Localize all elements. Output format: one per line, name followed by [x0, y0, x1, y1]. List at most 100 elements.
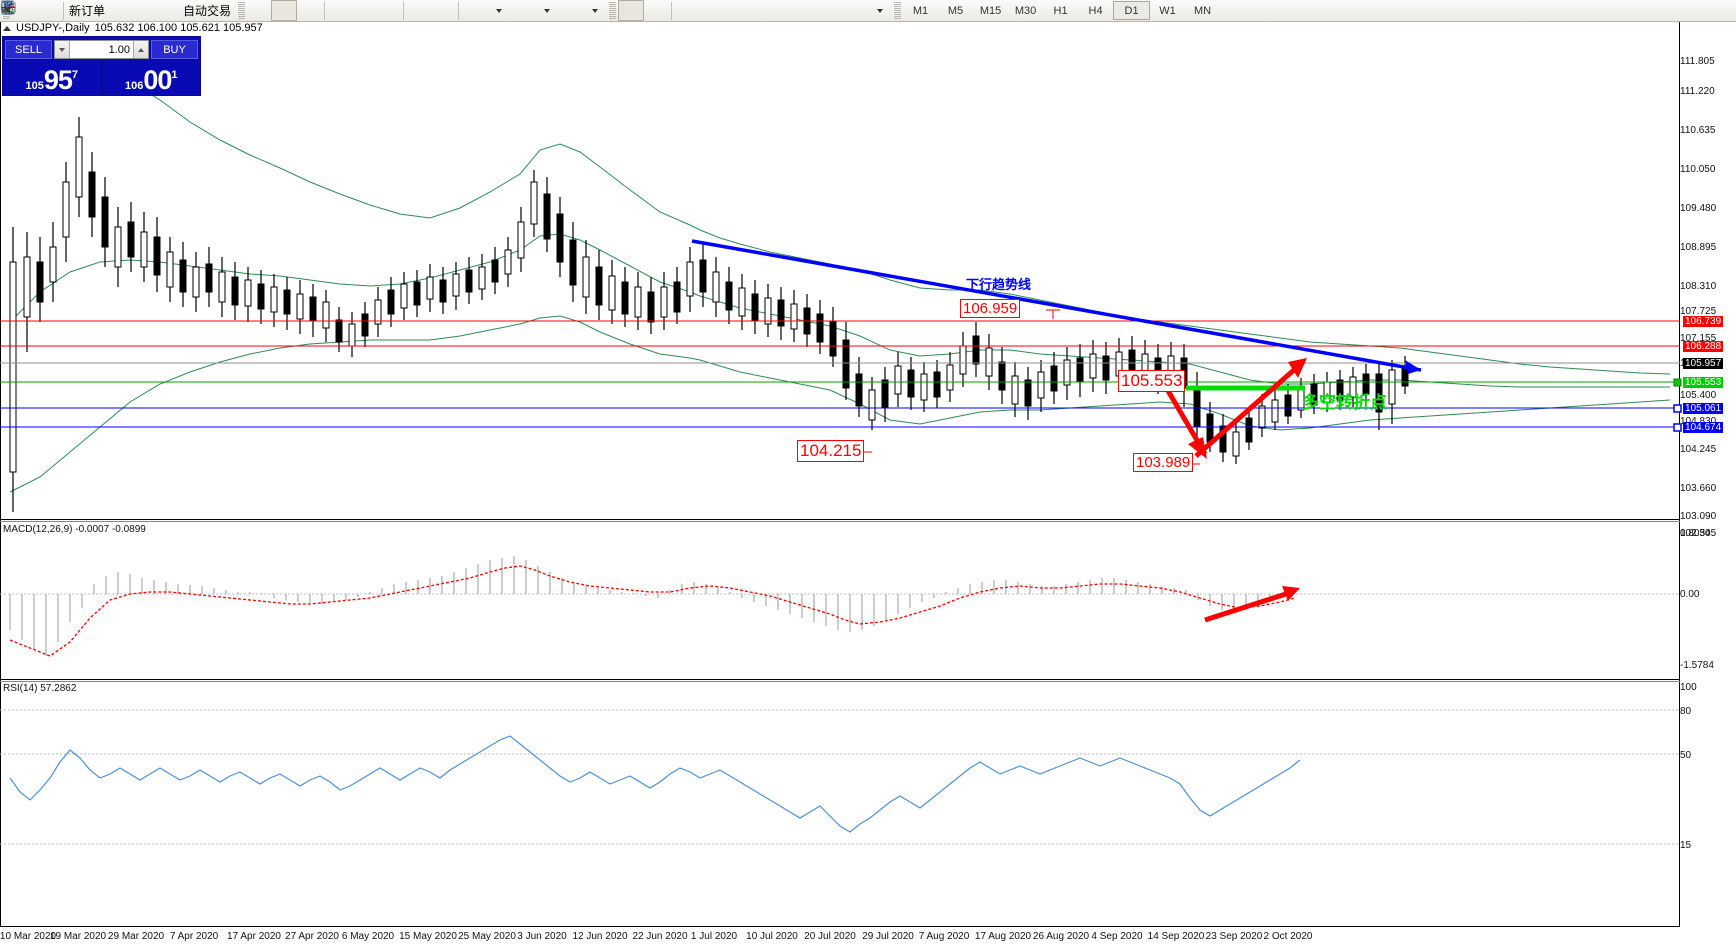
equidistant-channel-icon[interactable]: E	[1, 1, 771, 20]
toolbar-grip-4[interactable]	[893, 2, 902, 19]
blue-level-marker-1	[1673, 404, 1682, 413]
mql5-community-icon[interactable]	[0, 1, 133, 20]
tile-windows-icon[interactable]	[2, 1, 400, 20]
tag-bracket-106959	[1046, 309, 1054, 319]
period-clock-icon[interactable]	[1, 1, 534, 20]
sell-price[interactable]: 105 95 7	[3, 60, 103, 95]
text-label-icon[interactable]: T	[2, 1, 843, 20]
rsi-pane-separator	[0, 679, 1736, 680]
macd-pane-separator	[0, 519, 1736, 520]
timeframe-h4[interactable]: H4	[1088, 4, 1103, 17]
templates-dropdown-icon[interactable]	[582, 1, 606, 20]
toolbar-grip-2[interactable]	[237, 2, 246, 19]
rsi-tick: 50	[1680, 750, 1692, 761]
date-axis[interactable]: 10 Mar 2020 19 Mar 2020 29 Mar 2020 7 Ap…	[0, 926, 1680, 947]
price-tick: 111.805	[1680, 56, 1715, 67]
timeframe-mn[interactable]: MN	[1193, 4, 1212, 17]
bollinger-lower-band	[9, 315, 1671, 493]
new-order-button[interactable]: 新订单	[1, 0, 109, 20]
candlestick-chart-icon[interactable]	[3, 0, 298, 21]
rsi-tick: 100	[1680, 682, 1697, 693]
macd-canvas	[0, 556, 1680, 657]
volume-value[interactable]: 1.00	[108, 43, 130, 56]
trendline-icon[interactable]	[2, 1, 747, 20]
toolbar-separator	[63, 1, 64, 20]
auto-trading-button[interactable]: 自动交易	[1, 0, 235, 20]
price-tag-support-blue-2: 104.674	[1683, 422, 1724, 433]
fibonacci-icon[interactable]: F	[2, 1, 795, 20]
price-tick: 105.400	[1680, 390, 1717, 401]
date-tick: 17 Aug 2020	[974, 931, 1032, 942]
timeframe-w1[interactable]: W1	[1159, 4, 1176, 17]
price-tick: 108.895	[1680, 242, 1717, 253]
volume-stepper[interactable]: 1.00	[54, 40, 149, 59]
timeframe-m5[interactable]: M5	[947, 4, 964, 17]
period-dropdown-icon[interactable]	[534, 1, 558, 20]
timeframe-m1[interactable]: M1	[912, 4, 929, 17]
date-tick: 2 Oct 2020	[1263, 931, 1313, 942]
one-click-trading-panel[interactable]: SELL 1.00 BUY 105 95 7 106 00 1	[2, 36, 201, 96]
date-tick: 10 Mar 2020	[0, 931, 57, 942]
toolbar-separator-5	[671, 1, 673, 20]
zoom-in-icon[interactable]	[1, 1, 352, 20]
annotation-price-103989: 103.989	[1133, 453, 1194, 472]
line-chart-icon[interactable]	[1, 1, 321, 20]
date-tick: 12 Jun 2020	[572, 931, 628, 942]
date-tick: 7 Aug 2020	[918, 931, 970, 942]
auto-scroll-icon[interactable]	[2, 1, 455, 20]
price-tick: 110.050	[1680, 164, 1716, 175]
data-window-icon[interactable]	[1, 1, 60, 20]
price-tick: 109.480	[1680, 203, 1717, 214]
macd-tick: 0.8034	[1680, 528, 1711, 539]
bollinger-upper-band	[9, 71, 1671, 375]
timeframe-m30[interactable]: M30	[1014, 4, 1037, 17]
rsi-tick: 15	[1680, 840, 1692, 851]
date-tick: 3 Jun 2020	[517, 931, 567, 942]
text-icon[interactable]: A	[3, 1, 819, 20]
date-tick: 23 Sep 2020	[1205, 931, 1263, 942]
buy-price-main: 00	[143, 65, 172, 95]
collapse-triangle-icon[interactable]	[3, 25, 11, 31]
chart-area[interactable]: 111.805 111.220 110.635 110.050 109.480 …	[0, 22, 1736, 946]
shapes-icon[interactable]	[1, 1, 867, 20]
chart-shift-icon[interactable]	[2, 1, 431, 20]
templates-icon[interactable]	[1, 1, 582, 20]
red-up-arrowhead	[1288, 358, 1307, 378]
zoom-out-icon[interactable]	[1, 1, 376, 20]
strategy-tester-icon[interactable]	[1, 1, 157, 20]
price-chart-canvas	[0, 71, 1680, 512]
one-click-prices: 105 95 7 106 00 1	[3, 60, 200, 95]
crosshair-icon[interactable]	[2, 1, 668, 20]
timeframe-m15[interactable]: M15	[979, 4, 1002, 17]
date-tick: 17 Apr 2020	[227, 931, 281, 942]
price-pane-axis	[0, 22, 1, 926]
rsi-indicator-label: RSI(14) 57.2862	[3, 683, 77, 694]
price-axis[interactable]: 111.805 111.220 110.635 110.050 109.480 …	[1680, 22, 1736, 946]
price-tick: 104.830	[1680, 416, 1716, 427]
buy-price[interactable]: 106 00 1	[103, 60, 201, 95]
toolbar-separator-4	[458, 1, 460, 20]
indicators-icon[interactable]	[1, 1, 486, 20]
cursor-icon[interactable]	[4, 0, 645, 21]
sell-price-fraction: 7	[71, 69, 79, 81]
horizontal-line-icon[interactable]	[2, 1, 723, 20]
sell-button[interactable]: SELL	[5, 40, 52, 59]
bollinger-middle-band	[9, 233, 1670, 388]
vertical-line-icon[interactable]	[7, 1, 699, 20]
axis-markers	[1673, 378, 1682, 432]
macd-red-arrowhead	[1282, 586, 1300, 601]
svg-text:F: F	[11, 10, 15, 16]
volume-decrement-icon[interactable]	[55, 41, 70, 58]
timeframe-h1[interactable]: H1	[1053, 4, 1068, 17]
shapes-dropdown-icon[interactable]	[867, 1, 891, 20]
signals-icon[interactable]	[0, 0, 181, 20]
volume-increment-icon[interactable]	[133, 41, 148, 58]
date-tick: 6 May 2020	[341, 931, 395, 942]
buy-button[interactable]: BUY	[151, 40, 198, 59]
symbol-header: USDJPY-,Daily 105.632 106.100 105.621 10…	[0, 22, 263, 34]
timeframe-d1[interactable]: D1	[1113, 1, 1151, 20]
indicators-dropdown-icon[interactable]	[486, 1, 510, 20]
bar-chart-icon[interactable]	[3, 1, 271, 20]
toolbar-grip-3[interactable]	[608, 2, 617, 19]
symbol-ohlc: 105.632 106.100 105.621 105.957	[94, 22, 263, 34]
